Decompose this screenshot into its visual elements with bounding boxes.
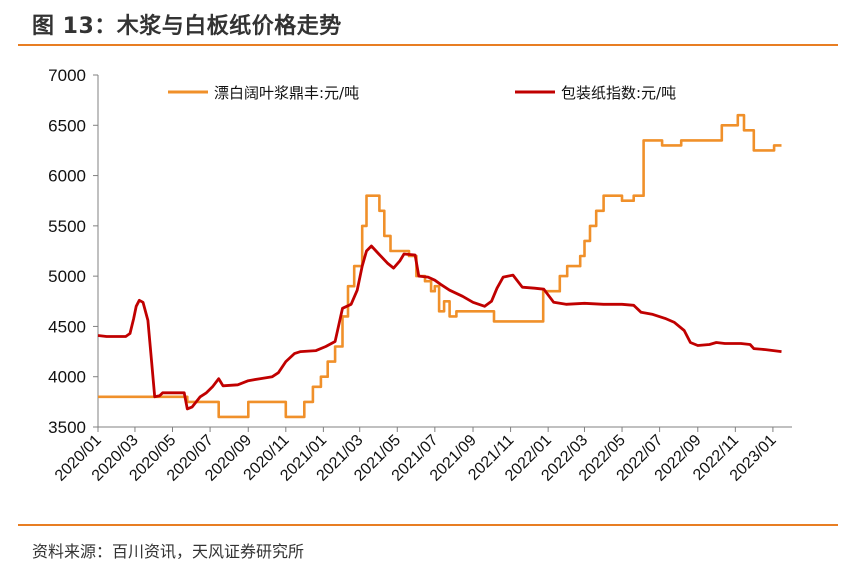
bottom-rule (18, 524, 838, 526)
y-tick-label: 5000 (48, 267, 86, 286)
legend: 漂白阔叶浆鼎丰:元/吨 包装纸指数:元/吨 (168, 84, 676, 102)
y-tick-label: 4500 (48, 317, 86, 336)
series-line-1 (98, 113, 782, 419)
y-tick-label: 3500 (48, 418, 86, 437)
legend-label-2: 包装纸指数:元/吨 (561, 84, 676, 102)
y-tick-label: 6000 (48, 167, 86, 186)
y-tick-label: 6500 (48, 116, 86, 135)
series-layer (97, 113, 782, 419)
series-line-2 (97, 244, 782, 411)
x-axis: 2020/012020/032020/052020/072020/092020/… (52, 426, 792, 485)
legend-label-1: 漂白阔叶浆鼎丰:元/吨 (214, 84, 359, 102)
y-tick-label: 5500 (48, 217, 86, 236)
line-chart: 3500 4000 4500 5000 5500 6000 6500 7000 2020/01… (48, 66, 792, 485)
top-rule (18, 44, 838, 46)
y-tick-label: 4000 (48, 368, 86, 387)
y-axis: 3500 4000 4500 5000 5500 6000 6500 7000 (48, 66, 99, 437)
source-note: 资料来源：百川资讯，天风证券研究所 (32, 542, 305, 561)
y-tick-label: 7000 (48, 66, 86, 85)
figure-title: 图 13：木浆与白板纸价格走势 (32, 14, 342, 39)
